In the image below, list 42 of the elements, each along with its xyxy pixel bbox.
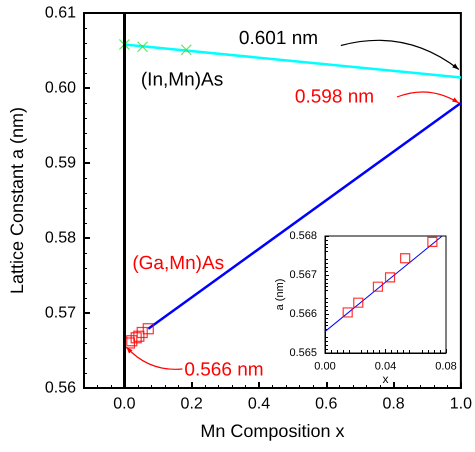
- y-tick-label: 0.567: [289, 269, 317, 281]
- point: [384, 272, 396, 282]
- point: [372, 282, 384, 292]
- point: [342, 307, 353, 318]
- y-tick-label: 0.59: [44, 154, 76, 172]
- y-axis-title: Lattice Constant a (nm): [7, 106, 27, 294]
- x-axis-title: x: [382, 372, 388, 386]
- point: [180, 44, 192, 56]
- point: [118, 38, 130, 50]
- y-tick-label: 0.61: [44, 4, 76, 22]
- point: [133, 330, 144, 342]
- point: [142, 323, 154, 334]
- x-tick-label: 0.2: [180, 396, 203, 412]
- point: [427, 236, 438, 247]
- point: [353, 298, 364, 308]
- x-tick-label: 0.6: [315, 396, 338, 412]
- x-tick-label: 0.0: [113, 396, 136, 412]
- x-axis-title: Mn Composition x: [200, 421, 344, 441]
- y-tick-label: 0.566: [289, 308, 317, 320]
- y-tick-label: 0.568: [289, 230, 317, 242]
- point: [136, 326, 148, 338]
- x-tick-label: 0.04: [374, 360, 396, 372]
- y-tick-label: 0.56: [44, 380, 76, 396]
- y-axis-title: a (nm): [274, 278, 286, 310]
- annotation: (In,Mn)As: [140, 70, 224, 90]
- point: [126, 335, 138, 346]
- x-tick-label: 0.08: [435, 360, 457, 372]
- x-tick-label: 1.0: [450, 396, 472, 412]
- annotation: 0.566 nm: [184, 360, 264, 380]
- point: [130, 332, 142, 344]
- annotation: (Ga,Mn)As: [132, 252, 224, 274]
- x-tick-label: 0.00: [314, 360, 336, 372]
- annotation: 0.601 nm: [238, 28, 318, 49]
- point: [136, 41, 148, 52]
- y-tick-label: 0.565: [289, 347, 317, 359]
- x-tick-label: 0.4: [248, 396, 270, 412]
- y-tick-label: 0.60: [44, 80, 76, 96]
- annotation: 0.598 nm: [294, 86, 374, 108]
- y-tick-label: 0.58: [44, 230, 76, 246]
- point: [400, 253, 410, 264]
- x-tick-label: 0.8: [382, 396, 405, 412]
- y-tick-label: 0.57: [44, 304, 76, 322]
